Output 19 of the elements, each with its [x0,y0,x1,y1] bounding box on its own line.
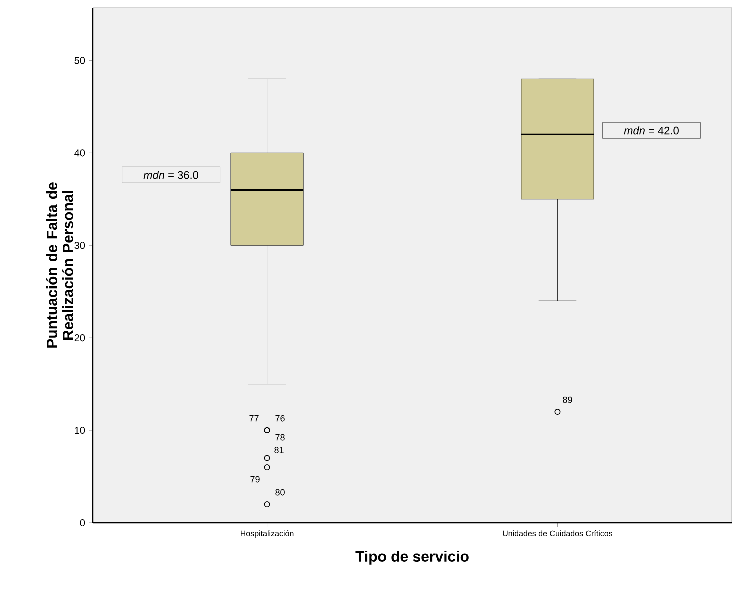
y-tick-label: 50 [74,57,86,64]
annotation: mdn = 42.0 [624,126,679,135]
y-tick-label: 40 [74,150,86,157]
y-tick-label: 0 [80,519,86,527]
y-axis-title: Puntuación de Falta de Realización Personal [46,182,74,348]
x-tick-label: Hospitalización [241,530,294,538]
annotation: 79 [250,476,260,483]
annotation: 76 [276,415,285,422]
y-tick-label: 30 [74,242,86,250]
annotation: 77 [250,415,259,422]
y-tick-label: 20 [74,334,86,342]
annotation: 80 [276,489,285,496]
annotation: mdn = 36.0 [144,171,198,180]
x-axis-title: Tipo de servicio [356,550,469,565]
annotation: 78 [276,434,285,441]
annotation: 81 [274,447,284,454]
x-tick-label: Unidades de Cuidados Críticos [503,530,613,536]
y-tick-label: 10 [75,427,86,434]
annotation: 89 [563,396,572,404]
